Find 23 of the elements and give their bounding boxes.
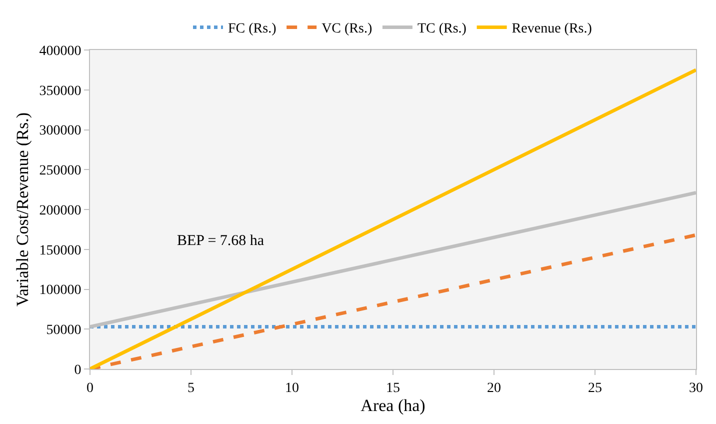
x-tick-label: 30 bbox=[689, 380, 703, 396]
y-tick-label: 0 bbox=[74, 362, 82, 378]
y-tick-label: 250000 bbox=[39, 164, 82, 179]
x-tick-label: 25 bbox=[588, 380, 602, 396]
legend-label: FC (Rs.) bbox=[228, 22, 277, 37]
legend-label: VC (Rs.) bbox=[322, 22, 372, 37]
x-tick-label: 0 bbox=[86, 380, 94, 396]
legend-label: Revenue (Rs.) bbox=[512, 22, 592, 37]
x-tick-label: 5 bbox=[188, 380, 194, 396]
y-tick-label: 350000 bbox=[39, 84, 82, 99]
x-tick-label: 10 bbox=[285, 380, 299, 396]
y-tick-label: 100000 bbox=[39, 283, 82, 298]
legend-label: TC (Rs.) bbox=[417, 22, 467, 37]
x-tick-label: 15 bbox=[386, 380, 400, 396]
y-tick-label: 400000 bbox=[39, 44, 82, 59]
y-tick-label: 200000 bbox=[39, 203, 82, 218]
x-axis-title: Area (ha) bbox=[360, 396, 426, 416]
y-axis-title: Variable Cost/Revenue (Rs.) bbox=[12, 112, 32, 307]
annotation: BEP = 7.68 ha bbox=[177, 233, 264, 249]
y-tick-label: 300000 bbox=[39, 124, 82, 139]
y-tick-label: 50000 bbox=[46, 323, 82, 338]
y-tick-label: 150000 bbox=[39, 243, 82, 258]
x-tick-label: 20 bbox=[487, 380, 501, 396]
